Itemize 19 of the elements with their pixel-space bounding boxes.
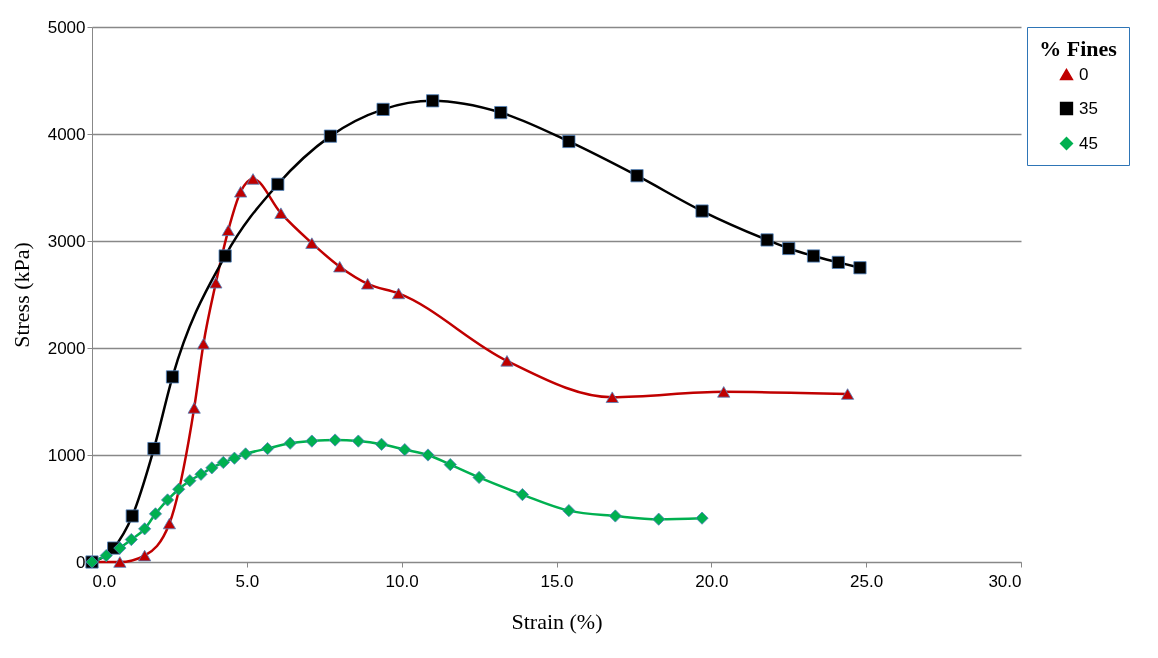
y-tick-label: 4000	[47, 124, 86, 144]
x-tick-label: 0.0	[92, 571, 117, 591]
y-tick-label: 2000	[47, 338, 86, 358]
legend-label: 45	[1079, 133, 1098, 153]
x-tick-label: 5.0	[235, 571, 260, 591]
legend-label: 35	[1079, 98, 1098, 118]
x-tick-label: 15.0	[540, 571, 574, 591]
x-tick-label: 10.0	[385, 571, 419, 591]
x-tick-label: 20.0	[695, 571, 729, 591]
x-tick-label: 25.0	[850, 571, 884, 591]
legend-title: % Fines	[1039, 36, 1118, 61]
x-axis-title: Strain (%)	[511, 608, 603, 634]
x-tick-label: 30.0	[988, 571, 1022, 591]
y-tick-label: 0	[76, 552, 86, 572]
legend-label: 0	[1079, 64, 1089, 84]
y-tick-label: 3000	[47, 231, 86, 251]
y-tick-label: 1000	[47, 445, 86, 465]
y-axis-title: Stress (kPa)	[8, 242, 34, 348]
y-tick-label: 5000	[47, 17, 86, 37]
